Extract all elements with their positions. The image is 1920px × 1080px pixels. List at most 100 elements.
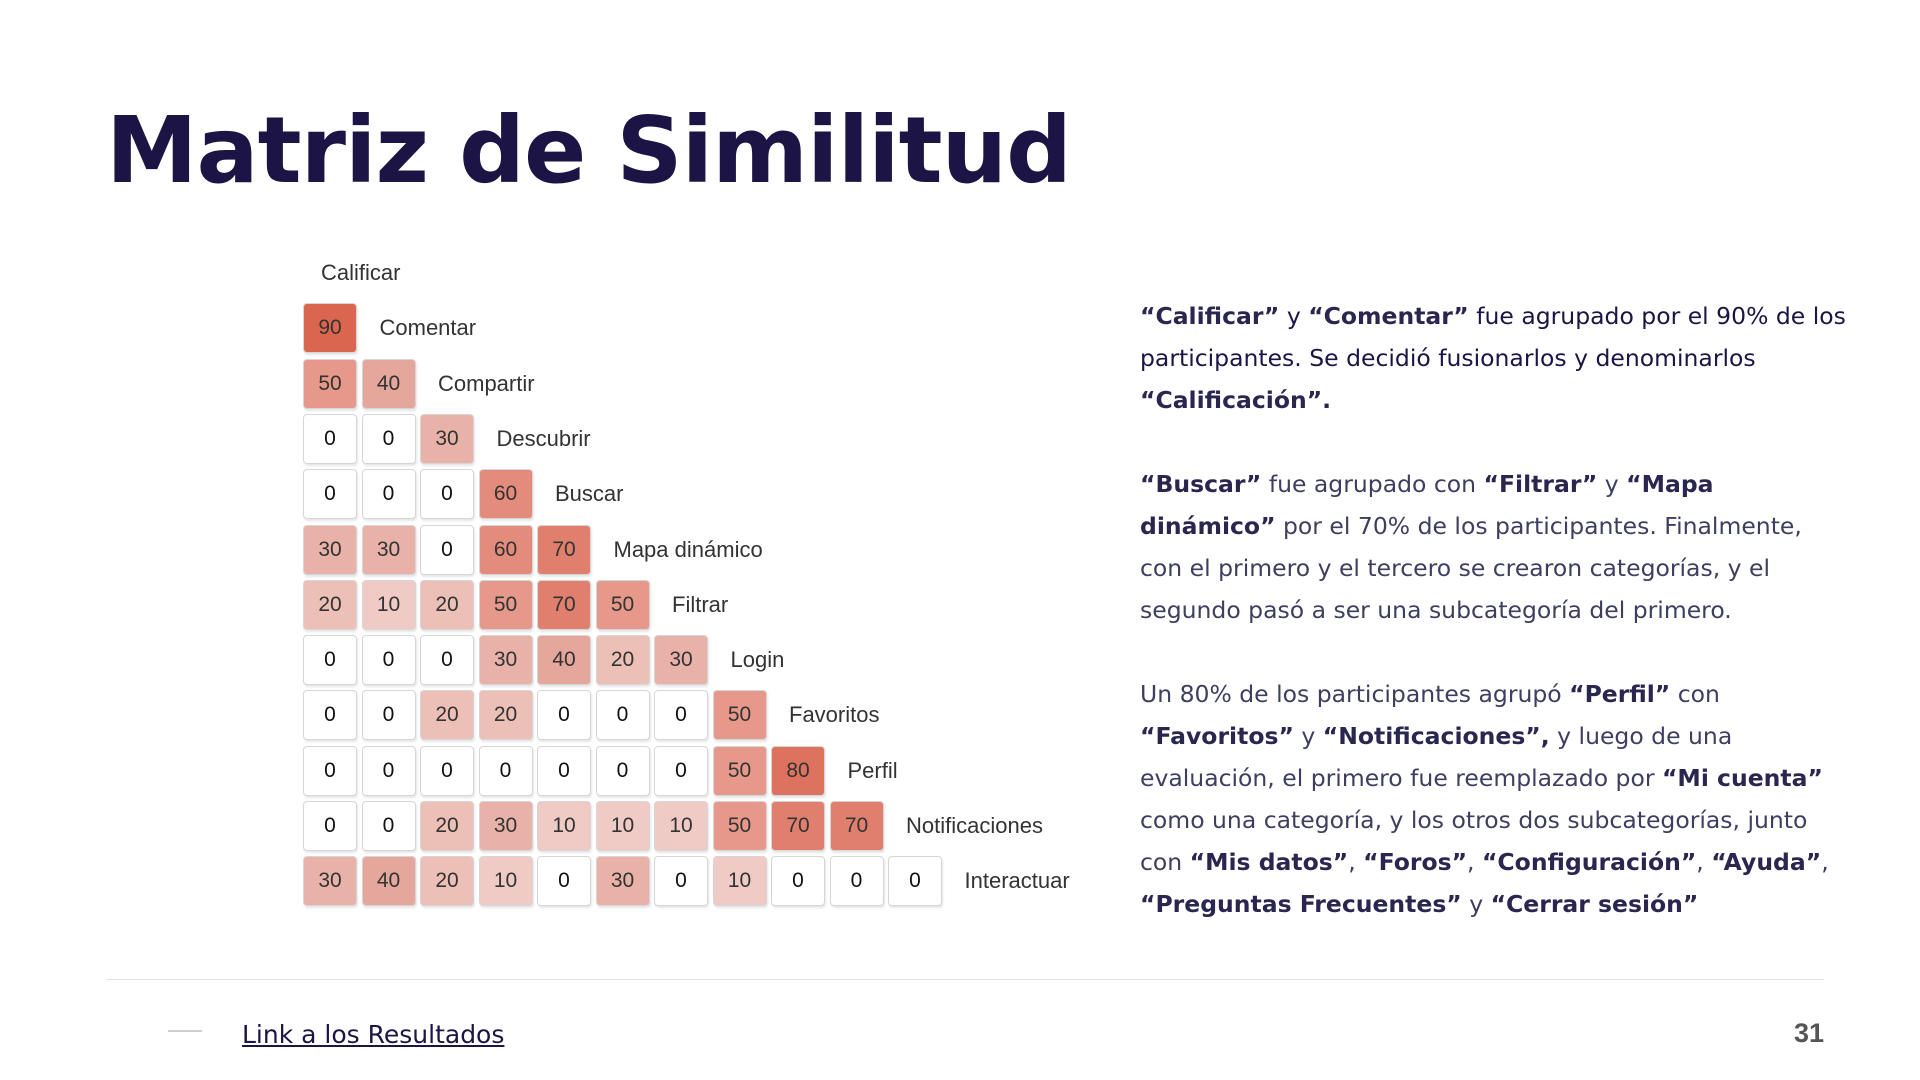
matrix-cell: 0 — [303, 690, 357, 741]
matrix-cell: 50 — [712, 690, 767, 741]
matrix-cell: 0 — [537, 745, 591, 796]
matrix-cell: 30 — [420, 413, 474, 464]
matrix-cell: 0 — [771, 856, 825, 907]
paragraph: “Calificar” y “Comentar” fue agrupado po… — [1140, 295, 1850, 421]
matrix-cell: 30 — [361, 524, 416, 575]
matrix-cell: 0 — [420, 745, 474, 796]
matrix-cell: 10 — [595, 801, 650, 851]
matrix-label-7: Login — [730, 647, 785, 673]
matrix-label-10: Notificaciones — [906, 813, 1043, 838]
highlight-term: “Filtrar” — [1483, 470, 1598, 498]
matrix-cell: 50 — [595, 579, 650, 630]
text-run: con — [1670, 680, 1720, 708]
highlight-term: “Favoritos” — [1140, 722, 1294, 750]
matrix-cell: 20 — [478, 690, 533, 741]
text-run: fue agrupado por el 90% de los participa… — [1140, 302, 1846, 372]
results-link[interactable]: Link a los Resultados — [242, 1020, 505, 1049]
matrix-cell: 0 — [420, 524, 474, 575]
matrix-cell: 50 — [303, 358, 357, 409]
highlight-term: “Buscar” — [1140, 470, 1262, 498]
text-run: y — [1461, 890, 1491, 918]
matrix-cell: 30 — [303, 524, 357, 575]
text-run: y luego de una evaluación, el primero fu… — [1140, 722, 1733, 792]
highlight-term: “Mapa dinámico” — [1140, 470, 1714, 540]
matrix-cell: 0 — [361, 635, 416, 686]
highlight-term: “Cerrar sesión” — [1490, 890, 1699, 918]
matrix-cell: 0 — [654, 856, 708, 907]
text-run: y — [1597, 470, 1627, 498]
matrix-label-4: Buscar — [555, 481, 624, 507]
matrix-cell: 20 — [420, 690, 474, 741]
highlight-term: “Ayuda” — [1711, 848, 1822, 876]
matrix-cell: 0 — [361, 690, 416, 741]
highlight-term: “Mis datos” — [1189, 848, 1349, 876]
highlight-term: “Calificación”. — [1140, 386, 1332, 414]
matrix-cell: 90 — [303, 303, 357, 354]
matrix-cell: 60 — [478, 524, 533, 575]
matrix-label-0: Calificar — [321, 260, 401, 285]
matrix-cell: 10 — [712, 856, 767, 907]
highlight-term: “Notificaciones”, — [1322, 722, 1550, 750]
matrix-cell: 0 — [303, 801, 357, 851]
text-run: , — [1348, 848, 1364, 876]
matrix-label-3: Descubrir — [496, 425, 591, 451]
matrix-cell: 0 — [595, 745, 650, 796]
matrix-label-9: Perfil — [847, 757, 898, 783]
highlight-term: “Perfil” — [1569, 680, 1671, 708]
matrix-cell: 40 — [361, 358, 416, 409]
matrix-cell: 60 — [478, 469, 533, 520]
matrix-cell: 10 — [361, 579, 416, 630]
matrix-cell: 70 — [829, 801, 884, 851]
matrix-cell: 0 — [537, 856, 591, 907]
matrix-cell: 50 — [712, 745, 767, 796]
matrix-cell: 80 — [771, 745, 825, 796]
highlight-term: “Configuración” — [1481, 848, 1697, 876]
matrix-cell: 40 — [537, 635, 591, 686]
matrix-cell: 0 — [829, 856, 884, 907]
matrix-cell: 0 — [361, 469, 416, 520]
matrix-cell: 70 — [537, 579, 591, 630]
matrix-cell: 50 — [478, 579, 533, 630]
matrix-cell: 10 — [654, 801, 708, 851]
text-run: , — [1696, 848, 1712, 876]
matrix-cell: 0 — [303, 745, 357, 796]
matrix-cell: 70 — [537, 524, 591, 575]
matrix-label-1: Comentar — [379, 315, 477, 341]
matrix-cell: 20 — [420, 579, 474, 630]
text-run: fue agrupado con — [1261, 470, 1484, 498]
matrix-label-6: Filtrar — [672, 591, 729, 617]
explanation-text: “Calificar” y “Comentar” fue agrupado po… — [1140, 295, 1850, 967]
matrix-cell: 30 — [654, 635, 708, 686]
text-run: , — [1467, 848, 1482, 876]
matrix-cell: 20 — [303, 579, 357, 630]
matrix-label-2: Compartir — [438, 370, 535, 396]
matrix-cell: 10 — [537, 801, 591, 851]
matrix-cell: 70 — [771, 801, 825, 851]
matrix-cell: 0 — [361, 801, 416, 851]
matrix-cell: 0 — [888, 856, 942, 907]
text-run: como una categoría, y los otros dos subc… — [1140, 806, 1808, 876]
text-run: Un 80% de los participantes agrupó — [1140, 680, 1570, 708]
matrix-cell: 0 — [361, 745, 416, 796]
matrix-cell: 0 — [303, 469, 357, 520]
matrix-cell: 0 — [303, 413, 357, 464]
matrix-cell: 20 — [420, 856, 474, 907]
footer-divider — [106, 979, 1824, 980]
matrix-cell: 0 — [654, 745, 708, 796]
matrix-cell: 40 — [361, 856, 416, 907]
matrix-cell: 0 — [361, 413, 416, 464]
matrix-cell: 30 — [478, 801, 533, 851]
page-title: Matriz de Similitud — [106, 97, 1072, 204]
matrix-cell: 20 — [595, 635, 650, 686]
matrix-cell: 50 — [712, 801, 767, 851]
matrix-cell: 0 — [478, 745, 533, 796]
matrix-cell: 30 — [303, 856, 357, 907]
highlight-term: “Mi cuenta” — [1661, 764, 1823, 792]
matrix-cell: 0 — [537, 690, 591, 741]
paragraph: Un 80% de los participantes agrupó “Perf… — [1140, 673, 1850, 925]
matrix-cell: 30 — [478, 635, 533, 686]
matrix-cell: 0 — [420, 469, 474, 520]
highlight-term: “Comentar” — [1308, 302, 1469, 330]
matrix-label-5: Mapa dinámico — [613, 536, 763, 562]
matrix-cell: 0 — [654, 690, 708, 741]
